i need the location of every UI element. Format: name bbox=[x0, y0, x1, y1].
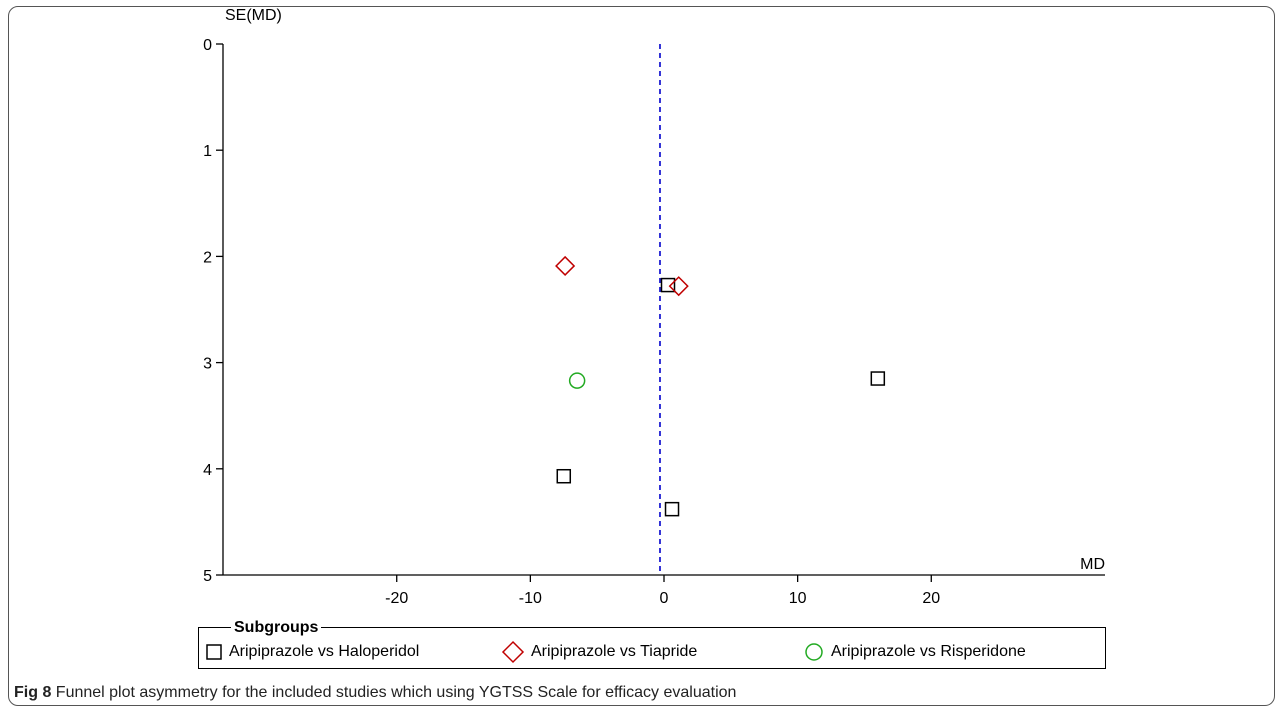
y-tick-label: 5 bbox=[203, 568, 212, 585]
x-tick-label: -20 bbox=[385, 590, 408, 607]
x-tick-label: -10 bbox=[519, 590, 542, 607]
square-marker-icon bbox=[205, 643, 223, 661]
square-point bbox=[666, 503, 679, 516]
caption-text: Funnel plot asymmetry for the included s… bbox=[51, 684, 736, 701]
legend-label-haloperidol: Aripiprazole vs Haloperidol bbox=[229, 643, 419, 661]
y-tick-label: 4 bbox=[203, 462, 212, 479]
figure-caption: Fig 8 Funnel plot asymmetry for the incl… bbox=[14, 684, 736, 702]
diamond-marker-icon bbox=[501, 640, 525, 664]
circle-marker-icon bbox=[803, 641, 825, 663]
legend-title: Subgroups bbox=[231, 619, 321, 637]
legend-item-risperidone: Aripiprazole vs Risperidone bbox=[803, 640, 1026, 664]
legend-label-tiapride: Aripiprazole vs Tiapride bbox=[531, 643, 697, 661]
y-tick-label: 2 bbox=[203, 249, 212, 266]
diamond-point bbox=[670, 277, 688, 295]
x-tick-label: 20 bbox=[922, 590, 940, 607]
legend-label-risperidone: Aripiprazole vs Risperidone bbox=[831, 643, 1026, 661]
figure-label: Fig 8 bbox=[14, 684, 51, 701]
circle-point bbox=[570, 373, 585, 388]
y-tick-label: 3 bbox=[203, 356, 212, 373]
y-tick-label: 1 bbox=[203, 143, 212, 160]
diamond-point bbox=[556, 257, 574, 275]
y-tick-label: 0 bbox=[203, 37, 212, 54]
legend-item-haloperidol: Aripiprazole vs Haloperidol bbox=[205, 640, 419, 664]
funnel-plot: 0 1 2 3 4 5 -20 -10 0 10 20 SE(MD) MD bbox=[0, 0, 1281, 630]
square-point bbox=[557, 470, 570, 483]
y-axis-label: SE(MD) bbox=[225, 7, 282, 24]
legend: Subgroups Aripiprazole vs Haloperidol Ar… bbox=[198, 627, 1106, 669]
x-axis-label: MD bbox=[1080, 556, 1105, 573]
x-tick-label: 10 bbox=[789, 590, 807, 607]
x-tick-label: 0 bbox=[660, 590, 669, 607]
square-point bbox=[871, 372, 884, 385]
legend-item-tiapride: Aripiprazole vs Tiapride bbox=[501, 640, 697, 664]
